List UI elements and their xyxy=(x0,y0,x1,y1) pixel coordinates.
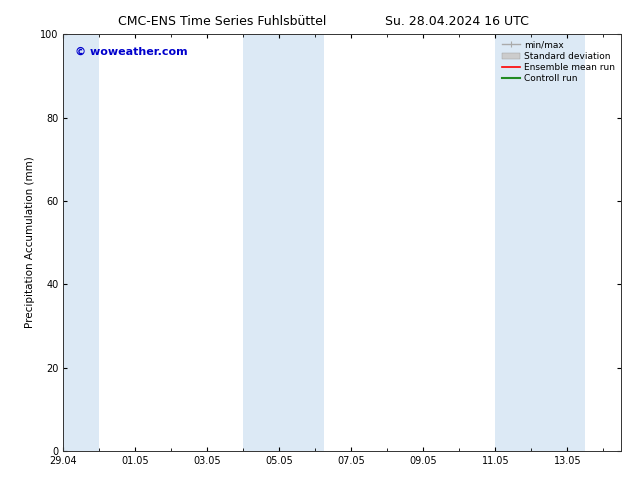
Bar xyxy=(63,34,100,451)
Bar xyxy=(243,34,325,451)
Y-axis label: Precipitation Accumulation (mm): Precipitation Accumulation (mm) xyxy=(25,157,35,328)
Text: Su. 28.04.2024 16 UTC: Su. 28.04.2024 16 UTC xyxy=(385,15,528,28)
Text: CMC-ENS Time Series Fuhlsbüttel: CMC-ENS Time Series Fuhlsbüttel xyxy=(118,15,326,28)
Text: © woweather.com: © woweather.com xyxy=(75,47,187,57)
Bar xyxy=(495,34,585,451)
Legend: min/max, Standard deviation, Ensemble mean run, Controll run: min/max, Standard deviation, Ensemble me… xyxy=(500,39,617,85)
